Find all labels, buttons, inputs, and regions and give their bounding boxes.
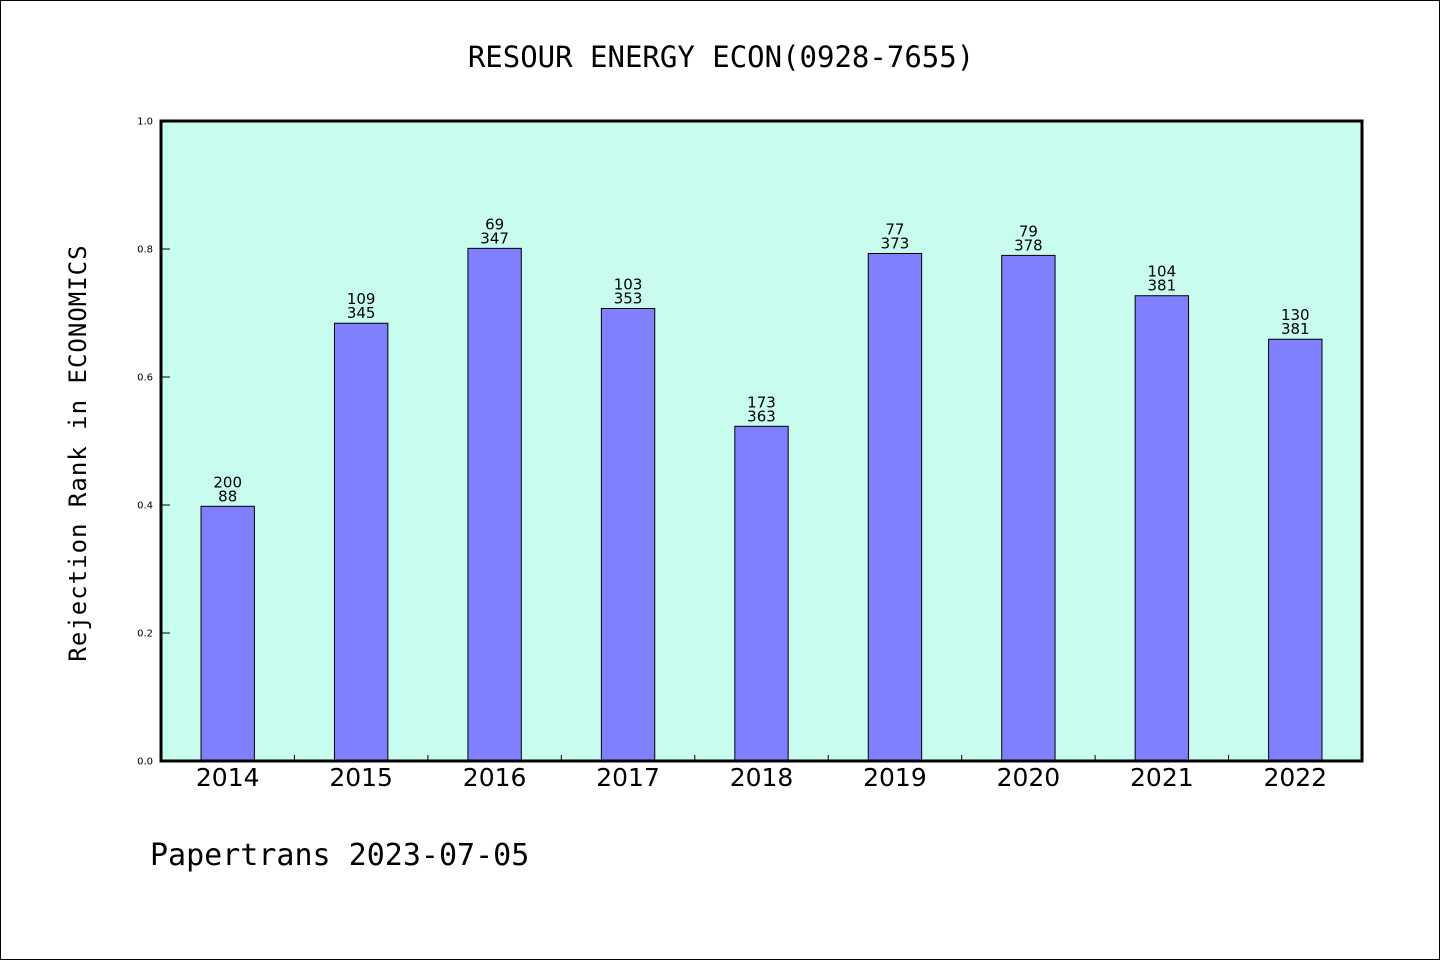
bar-total-label: 345 [347, 304, 376, 322]
bar-2018 [734, 425, 789, 762]
bar-total-label: 363 [747, 407, 776, 425]
x-tick-label: 2022 [1263, 763, 1327, 792]
y-tick-label: 1.0 [137, 117, 153, 128]
bar-2014 [200, 505, 255, 762]
bar-total-label: 347 [480, 229, 509, 247]
bar-rank-label: 103 [614, 276, 643, 294]
bar-rank-label: 173 [747, 393, 776, 411]
bar-total-label: 378 [1014, 236, 1043, 254]
plot-border [159, 119, 1364, 763]
bar-rank-label: 77 [885, 220, 904, 238]
bar-2016 [467, 247, 522, 762]
x-tick-label: 2015 [329, 763, 393, 792]
bar-2015 [333, 322, 389, 762]
x-tick-label: 2018 [730, 763, 794, 792]
bar-total-label: 381 [1148, 277, 1177, 295]
bar-rank-label: 79 [1019, 222, 1038, 240]
bar-2020 [1001, 254, 1056, 762]
bar-2021 [1134, 295, 1190, 762]
y-tick-label: 0.8 [137, 245, 153, 256]
y-axis-label: Rejection Rank in ECONOMICS [64, 244, 92, 661]
bar-2019 [867, 252, 923, 762]
footer-credit: Papertrans 2023-07-05 [150, 838, 529, 873]
x-tick-label: 2017 [596, 763, 660, 792]
y-tick-label: 0.2 [137, 629, 153, 640]
bar-rank-label: 69 [485, 215, 504, 233]
x-tick-label: 2021 [1130, 763, 1194, 792]
x-tick-label: 2016 [463, 763, 527, 792]
bar-2017 [600, 308, 656, 762]
bar-2022 [1268, 338, 1323, 762]
x-tick-label: 2020 [997, 763, 1061, 792]
bar-total-label: 88 [218, 487, 237, 505]
y-tick-label: 0.0 [137, 757, 153, 768]
chart-title: RESOUR ENERGY ECON(0928-7655) [468, 40, 974, 74]
bar-rank-label: 109 [347, 290, 376, 308]
bar-total-label: 373 [881, 234, 910, 252]
x-tick-label: 2019 [863, 763, 927, 792]
y-tick-label: 0.4 [137, 501, 153, 512]
bar-rank-label: 200 [213, 473, 242, 491]
bar-total-label: 353 [614, 290, 643, 308]
x-tick-label: 2014 [196, 763, 260, 792]
bar-rank-label: 130 [1281, 306, 1310, 324]
bar-rank-label: 104 [1148, 263, 1177, 281]
y-tick-label: 0.6 [137, 373, 153, 384]
bar-total-label: 381 [1281, 320, 1310, 338]
